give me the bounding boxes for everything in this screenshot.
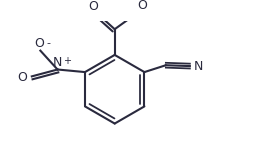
Text: O: O (137, 0, 147, 12)
Text: +: + (63, 56, 71, 66)
Text: O: O (17, 71, 27, 84)
Text: N: N (53, 56, 62, 69)
Text: O: O (88, 0, 98, 13)
Text: O: O (34, 37, 44, 50)
Text: -: - (46, 38, 50, 48)
Text: N: N (193, 60, 203, 73)
